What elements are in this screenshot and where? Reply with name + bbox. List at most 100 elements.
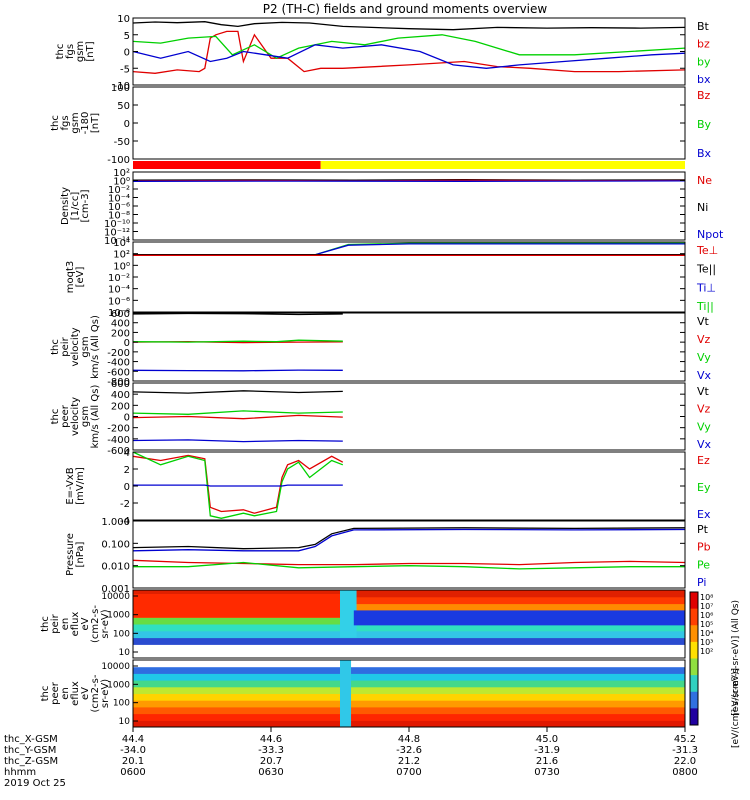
x-tick-label: -31.9: [534, 745, 560, 756]
x-tick-label: 0630: [258, 767, 283, 778]
spectrogram-band: [133, 693, 685, 701]
y-axis-label: [mV/m]: [75, 467, 86, 505]
y-tick-label: 10⁻⁴: [108, 194, 130, 205]
spectrogram-band: [133, 651, 685, 659]
panel-p2: 100 50 0 -50 -100 thc fgs gsm -180 [nT] Bz By Bx: [50, 83, 712, 166]
y-tick-label: 1000: [107, 680, 130, 690]
colorbar-frame: [689, 591, 699, 726]
series-pb: [132, 559, 686, 566]
legend-label: Bz: [697, 89, 711, 102]
x-tick-label: 44.8: [398, 734, 420, 745]
series-vz: [132, 414, 343, 420]
y-tick-label: 1.000: [101, 517, 130, 528]
legend-label: Ni: [697, 201, 708, 214]
panel-p9: 10000 1000 100 10 thc peir en eflux eV (cm2-s-sr-…: [40, 589, 686, 659]
legend-label: bx: [697, 73, 711, 86]
y-axis-label: (cm2-s-: [90, 674, 101, 712]
legend-label: Vz: [697, 333, 711, 346]
y-axis-label: fgs: [65, 44, 76, 59]
y-tick-label: 4: [124, 448, 130, 459]
legend-label: Ne: [697, 174, 712, 187]
y-tick-label: 0: [124, 482, 130, 493]
spectrogram-band: [133, 666, 685, 674]
series-vy: [132, 410, 343, 415]
colorbar-title: [eV/(cm²-s-sr-eV)] (All Qs): [731, 600, 741, 716]
colorbar-segment: [690, 658, 698, 676]
x-tick-label: 45.0: [536, 734, 558, 745]
series-ez: [132, 454, 344, 514]
spectrogram-band: [133, 637, 685, 645]
y-axis-label: eflux: [70, 681, 81, 706]
y-axis-label: Pressure: [65, 533, 76, 576]
y-axis-label: peer: [60, 404, 71, 428]
y-tick-label: 0: [124, 338, 130, 349]
panel-frame: [132, 171, 686, 241]
y-tick-label: 10⁻¹⁴: [104, 236, 130, 247]
colorbar-tick-label: 10⁷: [700, 602, 713, 611]
y-axis-label: en: [60, 618, 71, 631]
y-tick-label: -600: [107, 446, 130, 457]
legend-label: Te⊥: [696, 244, 718, 257]
legend-label: Vt: [697, 315, 710, 328]
y-tick-label: 0: [124, 48, 130, 59]
y-tick-label: -100: [107, 155, 130, 166]
y-tick-label: 50: [117, 101, 130, 112]
y-axis-label: thc: [50, 115, 61, 131]
y-axis-label: km/s (All Qs): [90, 385, 101, 449]
y-axis-label: gsm: [75, 41, 86, 62]
spectrogram-region: [133, 594, 343, 618]
y-axis-label: [eV]: [75, 267, 86, 288]
legend-label: Vy: [697, 351, 711, 364]
y-tick-label: 100: [111, 83, 130, 94]
panel-frame: [132, 589, 686, 659]
colorbar-segment: [690, 592, 698, 610]
spectrogram-band: [133, 590, 685, 598]
legend-label: By: [697, 118, 712, 131]
legend-label: Vt: [697, 385, 710, 398]
y-tick-label: 10000: [101, 592, 130, 602]
y-tick-label: 10⁻²: [108, 185, 130, 196]
y-tick-label: 5: [124, 31, 130, 42]
spectrogram-region: [340, 660, 352, 727]
y-tick-label: 10⁰: [113, 177, 130, 188]
y-axis-label: [nT]: [90, 113, 101, 133]
y-axis-label: eV: [80, 617, 91, 630]
spectrogram-band: [133, 603, 685, 611]
x-tick-label: 44.4: [122, 734, 144, 745]
legend-label: Bt: [697, 20, 710, 33]
panel-frame: [132, 451, 686, 521]
panel-frame: [132, 241, 686, 313]
y-axis-label: fgs: [60, 115, 71, 130]
y-tick-label: 10⁻⁶: [108, 296, 130, 307]
colorbar-segment: [690, 708, 698, 726]
y-tick-label: -800: [107, 377, 130, 388]
legend-label: Pe: [697, 558, 710, 571]
legend-label: Vy: [697, 420, 711, 433]
series-vt: [132, 312, 343, 316]
panel-frame: [132, 520, 686, 589]
y-tick-label: 100: [113, 699, 130, 709]
y-tick-label: 10²: [113, 250, 130, 261]
x-tick-label: 44.6: [260, 734, 282, 745]
x-tick-label: 0730: [534, 767, 559, 778]
y-axis-label: [nPa]: [75, 541, 86, 567]
x-tick-label: -34.0: [120, 745, 146, 756]
y-axis-label: velocity: [70, 327, 81, 366]
y-tick-label: 600: [111, 309, 130, 320]
panel-frame: [132, 17, 686, 86]
y-axis-label: eV: [80, 687, 91, 700]
legend-label: Npot: [697, 228, 724, 241]
spectrogram-region: [353, 610, 685, 626]
colorbar-tick-label: 10⁸: [700, 593, 713, 602]
colorbar-segment: [690, 625, 698, 643]
series-vx: [132, 369, 343, 372]
colorbar-segment: [690, 675, 698, 693]
series-ey: [132, 451, 344, 519]
y-axis-label: sr-eV): [100, 679, 111, 708]
legend-label: Vx: [697, 369, 712, 382]
y-axis-label: (cm2-s-: [90, 605, 101, 643]
panel-p1: 10 5 0 -5 -10 thc fgs gsm [nT] Bt bz by bx: [55, 14, 711, 92]
